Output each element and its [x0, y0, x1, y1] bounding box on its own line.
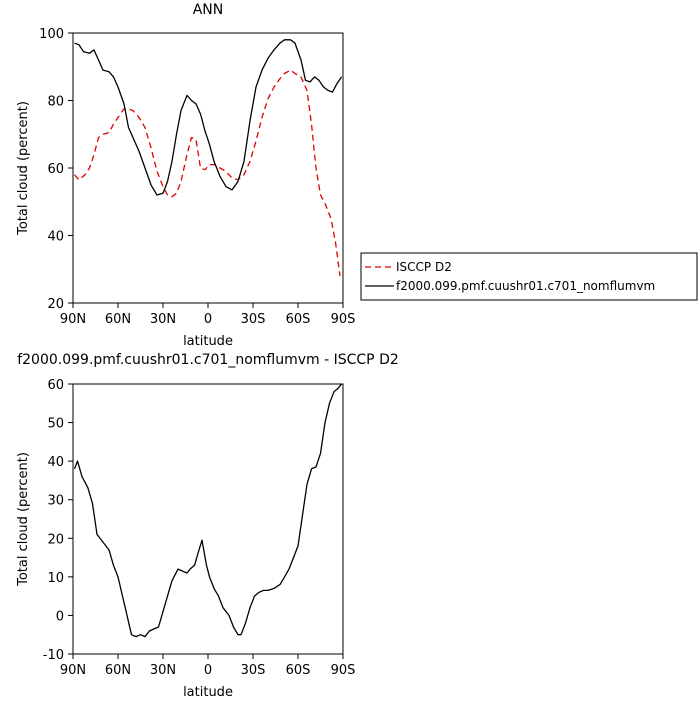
top-y-axis-label: Total cloud (percent) [16, 101, 31, 236]
x-tick-label: 30N [150, 312, 176, 327]
y-tick-label: 100 [39, 27, 64, 42]
y-tick-label: 20 [47, 532, 64, 547]
series-line-1 [73, 383, 343, 638]
top-legend: ISCCP D2 f2000.099.pmf.cuushr01.c701_nom… [360, 252, 698, 301]
legend-box [360, 252, 698, 301]
y-tick-label: 40 [47, 455, 64, 470]
top-x-ticks: 90N 60N 30N 0 30S 60S 90S [60, 303, 356, 327]
x-tick-label: 60S [286, 663, 311, 678]
top-series-lines [74, 39, 343, 277]
legend-label-model: f2000.099.pmf.cuushr01.c701_nomflumvm [396, 279, 655, 293]
y-tick-label: 50 [47, 417, 64, 432]
bottom-y-axis-label: Total cloud (percent) [16, 452, 31, 587]
bottom-series-lines [73, 383, 343, 638]
x-tick-label: 30S [241, 312, 266, 327]
y-tick-label: -10 [43, 648, 64, 663]
y-tick-label: 60 [47, 162, 64, 177]
x-tick-label: 90S [331, 663, 356, 678]
bottom-chart: f2000.099.pmf.cuushr01.c701_nomflumvm - … [16, 352, 399, 700]
top-chart: ANN 20 40 60 80 100 90N 60N 30N 0 30S 60S 90S lati… [16, 2, 355, 349]
x-tick-label: 60S [286, 312, 311, 327]
y-tick-label: 10 [47, 571, 64, 586]
y-tick-label: 80 [47, 95, 64, 110]
x-tick-label: 60N [105, 312, 131, 327]
bottom-x-axis-label: latitude [183, 685, 233, 700]
y-tick-label: 20 [47, 297, 64, 312]
top-x-axis-label: latitude [183, 334, 233, 349]
bottom-x-ticks: 90N 60N 30N 0 30S 60S 90S [60, 654, 356, 678]
bottom-y-ticks: -10 0 10 20 30 40 50 60 [43, 378, 73, 663]
y-tick-label: 60 [47, 378, 64, 393]
y-tick-label: 40 [47, 230, 64, 245]
top-y-ticks: 20 40 60 80 100 [39, 27, 73, 312]
top-plot-frame [72, 32, 344, 304]
x-tick-label: 90S [331, 312, 356, 327]
x-tick-label: 0 [204, 312, 212, 327]
y-tick-label: 0 [56, 609, 64, 624]
top-chart-title: ANN [193, 2, 224, 18]
legend-label-isccp: ISCCP D2 [396, 260, 452, 274]
x-tick-label: 30N [150, 663, 176, 678]
x-tick-label: 90N [60, 312, 86, 327]
x-tick-label: 90N [60, 663, 86, 678]
series-line-1 [74, 69, 341, 277]
bottom-chart-title: f2000.099.pmf.cuushr01.c701_nomflumvm - … [17, 352, 399, 368]
x-tick-label: 60N [105, 663, 131, 678]
series-line-2 [74, 39, 343, 196]
x-tick-label: 0 [204, 663, 212, 678]
y-tick-label: 30 [47, 494, 64, 509]
x-tick-label: 30S [241, 663, 266, 678]
